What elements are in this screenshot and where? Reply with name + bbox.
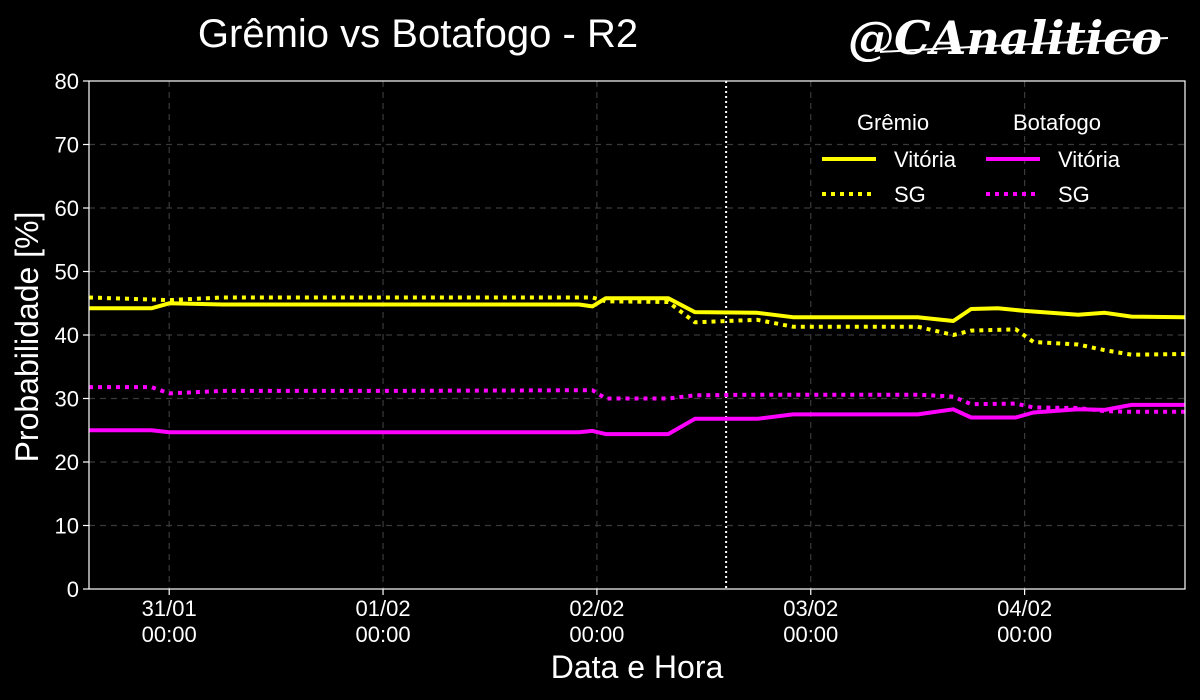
y-tick-label: 30: [55, 387, 79, 412]
legend-entry-label: SG: [1058, 182, 1090, 207]
y-axis-label: Probabilidade [%]: [9, 212, 45, 463]
series-line-2: [88, 295, 1186, 357]
legend-team-header: Grêmio: [857, 110, 929, 135]
chart-title: Grêmio vs Botafogo - R2: [198, 12, 638, 56]
x-tick-label-time: 00:00: [997, 622, 1052, 647]
y-tick-label: 60: [55, 196, 79, 221]
x-tick-label-time: 00:00: [783, 622, 838, 647]
y-tick-label: 10: [55, 514, 79, 539]
series-layer: [88, 295, 1186, 437]
x-axis: 31/0100:0001/0200:0002/0200:0003/0200:00…: [142, 589, 1052, 647]
x-tick-label-date: 04/02: [997, 596, 1052, 621]
x-tick-label-date: 31/01: [142, 596, 197, 621]
legend-entry-label: SG: [894, 182, 926, 207]
watermark-underline: [879, 37, 1169, 53]
x-tick-label-time: 00:00: [569, 622, 624, 647]
legend-team-header: Botafogo: [1013, 110, 1101, 135]
x-tick-label-date: 01/02: [356, 596, 411, 621]
y-tick-label: 70: [55, 133, 79, 158]
y-tick-label: 20: [55, 450, 79, 475]
y-axis: 0 10 20 30 40 50 60 70 80: [55, 69, 89, 602]
y-tick-label: 80: [55, 69, 79, 94]
watermark-logo: @CAnalitico: [848, 11, 1169, 65]
watermark-text: @CAnalitico: [848, 11, 1162, 65]
x-tick-label-time: 00:00: [142, 622, 197, 647]
y-tick-label: 0: [67, 577, 79, 602]
x-axis-label: Data e Hora: [551, 649, 724, 685]
legend: Grêmio Vitória SG Botafogo Vitória SG: [822, 110, 1121, 207]
series-line-3: [89, 402, 1185, 437]
x-tick-label-date: 03/02: [783, 596, 838, 621]
x-tick-label-date: 02/02: [569, 596, 624, 621]
series-line-1: [89, 296, 1186, 323]
legend-entry-label: Vitória: [894, 147, 957, 172]
y-tick-label: 40: [55, 323, 79, 348]
x-tick-label-time: 00:00: [356, 622, 411, 647]
legend-entry-label: Vitória: [1058, 147, 1121, 172]
y-tick-label: 50: [55, 260, 79, 285]
